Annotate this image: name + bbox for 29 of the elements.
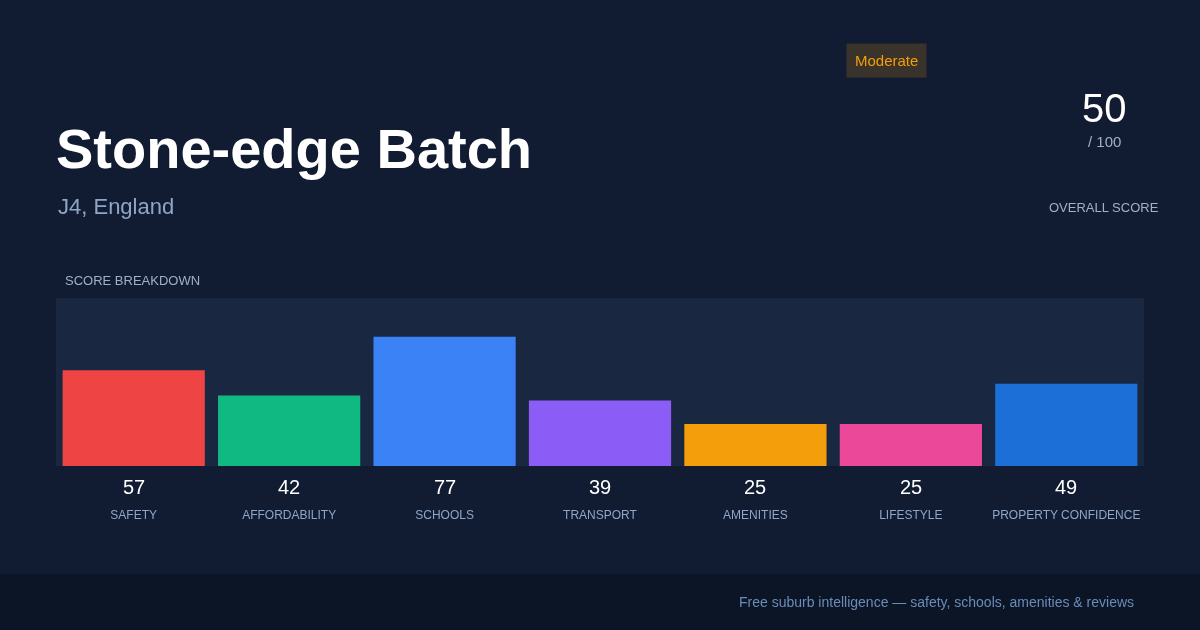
text: / 100 bbox=[1088, 133, 1122, 150]
x-tick-label: SCHOOLS bbox=[415, 508, 474, 522]
chart-subtitle: J4, England bbox=[58, 194, 175, 219]
data-label: 57 bbox=[123, 476, 146, 498]
data-label: 77 bbox=[434, 476, 457, 498]
data-label: 25 bbox=[744, 476, 767, 498]
text: Free suburb intelligence — safety, schools, amenities & reviews bbox=[739, 594, 1135, 610]
bar bbox=[528, 400, 672, 466]
data-label: 25 bbox=[900, 476, 923, 498]
text: OVERALL SCORE bbox=[1049, 200, 1159, 215]
bar bbox=[684, 424, 827, 466]
bar bbox=[995, 383, 1138, 466]
bar bbox=[62, 370, 205, 466]
bar bbox=[839, 424, 982, 466]
text: 50 bbox=[1082, 86, 1127, 130]
bar bbox=[218, 395, 361, 466]
x-tick-label: AFFORDABILITY bbox=[242, 508, 337, 522]
text: SCORE BREAKDOWN bbox=[65, 273, 201, 288]
data-label: 42 bbox=[278, 476, 301, 498]
x-tick-label: AMENITIES bbox=[723, 508, 788, 522]
x-tick-label: TRANSPORT bbox=[563, 508, 638, 522]
data-label: 49 bbox=[1055, 476, 1078, 498]
x-tick-label: LIFESTYLE bbox=[879, 508, 943, 522]
chart-title: Stone-edge Batch bbox=[56, 116, 533, 180]
data-label: 39 bbox=[589, 476, 612, 498]
bar bbox=[373, 336, 516, 466]
text: Moderate bbox=[855, 52, 919, 69]
x-tick-label: SAFETY bbox=[110, 508, 158, 522]
x-tick-label: PROPERTY CONFIDENCE bbox=[992, 508, 1141, 522]
